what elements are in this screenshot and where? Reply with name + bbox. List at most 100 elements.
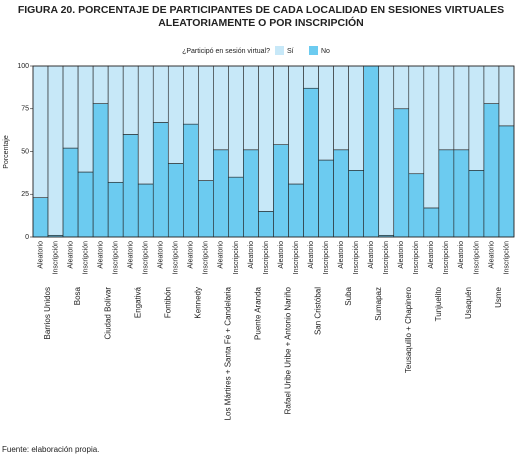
bar-segment [107, 181, 124, 238]
bar-segment [408, 173, 425, 238]
x-tick-label: Inscripción [173, 241, 180, 275]
x-tick-label: Inscripción [293, 241, 300, 275]
x-tick-label: Aleatorio [338, 241, 345, 269]
bar-segment [423, 207, 440, 238]
bar-segment [198, 65, 214, 181]
y-tick-label: 50 [21, 148, 29, 155]
bar-segment [273, 144, 289, 238]
bar-segment [303, 87, 319, 238]
x-tick-label: Inscripción [383, 241, 390, 275]
bar-segment [303, 65, 319, 89]
legend-swatch [275, 46, 284, 55]
bar-segment [453, 149, 470, 238]
y-axis-label: Porcentaje [3, 135, 10, 169]
y-tick-label: 75 [21, 106, 29, 113]
x-tick-label: Aleatorio [428, 241, 435, 269]
x-tick-label: Inscripción [443, 241, 450, 275]
bar-segment [333, 65, 349, 151]
bar-segment [167, 65, 184, 164]
group-label: Ciudad Bolívar [103, 287, 112, 340]
bar-segment [183, 123, 199, 238]
bar-segment [468, 170, 485, 238]
group-label: Engativá [133, 286, 142, 318]
bar-segment [152, 65, 169, 123]
bar-segment [348, 170, 364, 238]
bar-segment [137, 65, 154, 185]
y-tick-label: 100 [17, 63, 29, 70]
bar-segment [483, 103, 500, 238]
bar-segment [288, 183, 304, 238]
bar-segment [393, 65, 410, 110]
bar-segment [92, 65, 109, 104]
x-tick-label: Inscripción [82, 241, 89, 275]
bar-segment [228, 65, 244, 178]
bar-segment [32, 65, 49, 198]
bar-segment [213, 65, 229, 151]
group-label: Usaquén [464, 287, 473, 319]
x-tick-label: Aleatorio [398, 241, 405, 269]
bar-segment [438, 149, 455, 238]
x-tick-label: Inscripción [203, 241, 210, 275]
bar-segment [122, 65, 139, 135]
y-tick-label: 0 [25, 234, 29, 241]
bar-segment [77, 65, 94, 173]
x-tick-label: Inscripción [353, 241, 360, 275]
bar-segment [258, 211, 274, 238]
bar-segment [137, 183, 154, 238]
x-tick-label: Aleatorio [278, 241, 285, 269]
bar-segment [318, 65, 334, 161]
bar-segment [288, 65, 304, 185]
group-label: Los Mártires + Santa Fé + Candelaria [224, 286, 233, 420]
legend-label: No [321, 48, 330, 55]
bar-segment [32, 197, 49, 238]
x-tick-label: Inscripción [233, 241, 240, 275]
group-label: Tunjuelito [434, 286, 443, 321]
bar-segment [228, 176, 244, 238]
bar-segment [152, 122, 169, 238]
chart-title: FIGURA 20. PORCENTAJE DE PARTICIPANTES D… [17, 4, 505, 29]
bar-segment [483, 65, 500, 104]
group-label: Suba [344, 286, 353, 305]
bar-segment [183, 65, 199, 125]
bar-segment [77, 171, 94, 238]
group-label: Barrios Unidos [43, 287, 52, 339]
group-label: Bosa [73, 286, 82, 305]
legend-swatch [309, 46, 318, 55]
bar-segment [243, 65, 259, 151]
x-tick-label: Aleatorio [218, 241, 225, 269]
x-tick-label: Aleatorio [488, 241, 495, 269]
bar-segment [273, 65, 289, 145]
bar-segment [258, 65, 274, 212]
x-tick-label: Aleatorio [97, 241, 104, 269]
bar-segment [47, 65, 64, 236]
bar-segment [333, 149, 349, 238]
bar-segment [167, 163, 184, 238]
legend-label: Sí [287, 48, 294, 55]
group-label: Usme [494, 286, 503, 307]
x-tick-label: Aleatorio [458, 241, 465, 269]
x-tick-label: Inscripción [473, 241, 480, 275]
footnote: Fuente: elaboración propia. [2, 445, 100, 454]
bar-segment [348, 65, 364, 171]
bar-segment [213, 149, 229, 238]
bar-segment [408, 65, 425, 175]
x-tick-label: Aleatorio [37, 241, 44, 269]
x-tick-label: Aleatorio [308, 241, 315, 269]
group-label: Rafael Uribe Uribe + Antonio Nariño [284, 286, 293, 414]
bar-segment [62, 147, 79, 238]
group-label: Kennedy [193, 287, 202, 319]
x-tick-label: Inscripción [503, 241, 510, 275]
bar-segment [243, 149, 259, 238]
legend-title: ¿Participó en sesión virtual? [182, 48, 270, 55]
bar-segment [62, 65, 79, 149]
bar-segment [498, 65, 515, 127]
bar-segment [107, 65, 124, 183]
x-tick-label: Aleatorio [188, 241, 195, 269]
group-label: Fontibón [163, 287, 172, 318]
bar-segment [318, 159, 334, 238]
bar-segment [92, 103, 109, 238]
bar-segment [393, 108, 410, 238]
x-tick-label: Inscripción [52, 241, 59, 275]
